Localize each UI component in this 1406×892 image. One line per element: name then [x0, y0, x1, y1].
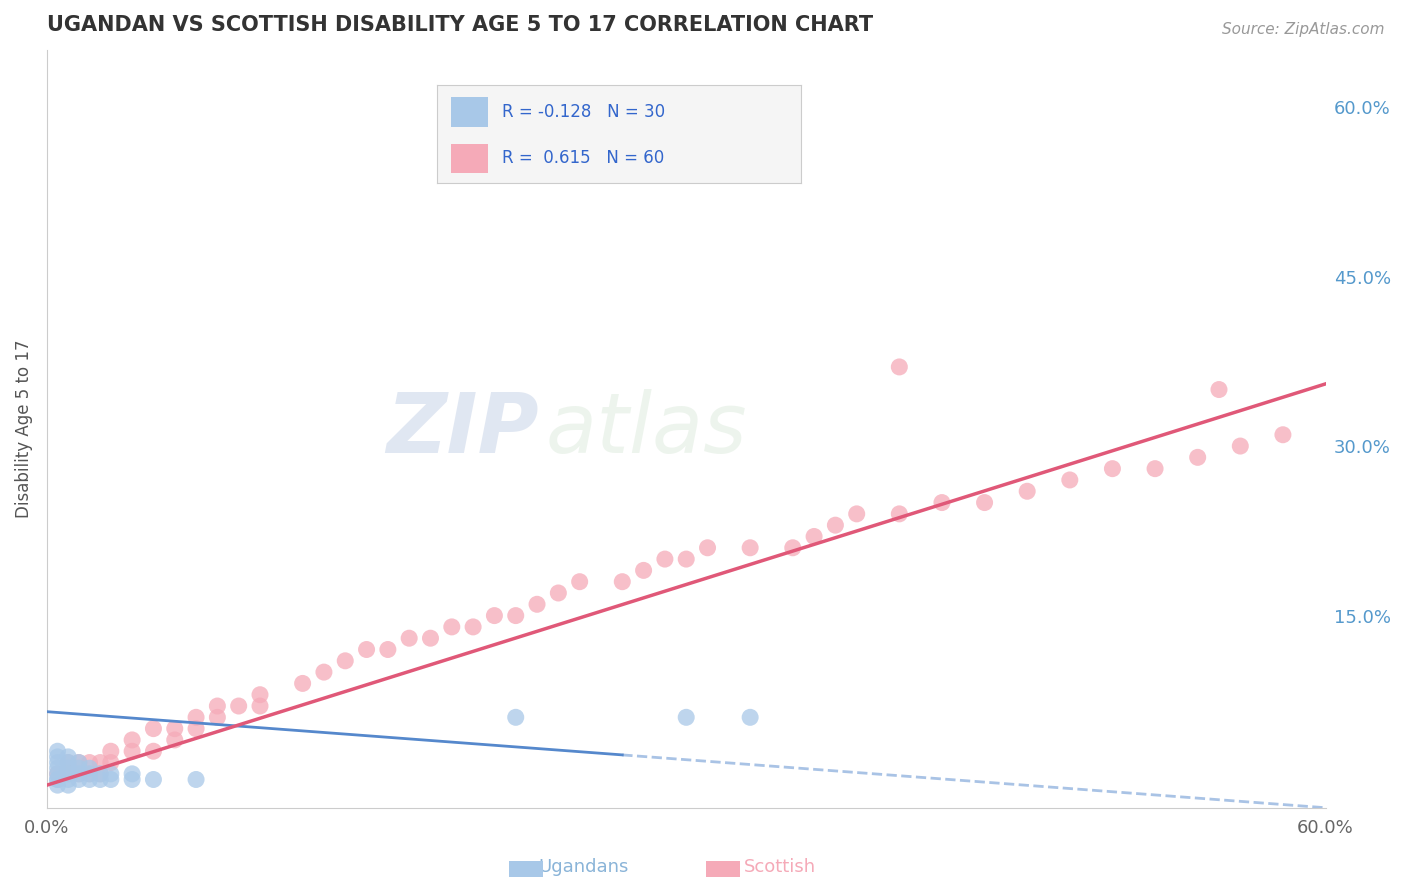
Text: Ugandans: Ugandans	[538, 858, 628, 876]
Point	[67, 767, 90, 781]
Point	[184, 772, 207, 787]
Point	[100, 767, 122, 781]
Point	[782, 541, 804, 555]
Point	[46, 756, 69, 770]
Point	[654, 552, 676, 566]
Point	[67, 761, 90, 775]
Point	[89, 767, 111, 781]
Point	[100, 756, 122, 770]
Point	[675, 710, 697, 724]
Point	[803, 529, 825, 543]
Point	[973, 495, 995, 509]
Point	[100, 744, 122, 758]
Point	[461, 620, 484, 634]
Point	[1208, 383, 1230, 397]
Text: Scottish: Scottish	[744, 858, 817, 876]
Point	[46, 750, 69, 764]
Point	[58, 778, 80, 792]
Point	[67, 756, 90, 770]
Point	[89, 756, 111, 770]
Point	[398, 631, 420, 645]
Point	[121, 744, 143, 758]
Point	[58, 772, 80, 787]
Point	[633, 563, 655, 577]
Point	[568, 574, 591, 589]
Point	[931, 495, 953, 509]
Point	[740, 710, 762, 724]
Point	[89, 767, 111, 781]
Point	[46, 772, 69, 787]
Point	[163, 722, 186, 736]
Point	[356, 642, 378, 657]
Point	[207, 699, 229, 714]
Point	[291, 676, 314, 690]
Point	[58, 767, 80, 781]
Point	[46, 767, 69, 781]
Point	[58, 761, 80, 775]
Point	[505, 608, 527, 623]
Point	[46, 761, 69, 775]
Point	[46, 767, 69, 781]
Point	[79, 761, 101, 775]
Point	[484, 608, 506, 623]
Point	[675, 552, 697, 566]
Text: Source: ZipAtlas.com: Source: ZipAtlas.com	[1222, 22, 1385, 37]
Point	[163, 733, 186, 747]
Point	[142, 722, 165, 736]
Point	[79, 772, 101, 787]
Point	[67, 756, 90, 770]
Point	[526, 597, 548, 611]
Point	[1271, 427, 1294, 442]
Point	[121, 767, 143, 781]
Text: UGANDAN VS SCOTTISH DISABILITY AGE 5 TO 17 CORRELATION CHART: UGANDAN VS SCOTTISH DISABILITY AGE 5 TO …	[46, 15, 873, 35]
Point	[1229, 439, 1251, 453]
Point	[100, 772, 122, 787]
Point	[79, 767, 101, 781]
Point	[58, 756, 80, 770]
Y-axis label: Disability Age 5 to 17: Disability Age 5 to 17	[15, 340, 32, 518]
Point	[228, 699, 250, 714]
Point	[824, 518, 846, 533]
Point	[207, 710, 229, 724]
Point	[696, 541, 718, 555]
Point	[121, 772, 143, 787]
Point	[249, 699, 271, 714]
Text: ZIP: ZIP	[387, 389, 538, 469]
Point	[67, 772, 90, 787]
Point	[889, 359, 911, 374]
Point	[46, 744, 69, 758]
Point	[505, 710, 527, 724]
Point	[79, 756, 101, 770]
Point	[419, 631, 441, 645]
Point	[1017, 484, 1039, 499]
Point	[1101, 461, 1123, 475]
Point	[58, 750, 80, 764]
Point	[740, 541, 762, 555]
Point	[312, 665, 335, 679]
Point	[58, 756, 80, 770]
Point	[1059, 473, 1081, 487]
Point	[142, 772, 165, 787]
Point	[79, 767, 101, 781]
Point	[58, 767, 80, 781]
Point	[547, 586, 569, 600]
Point	[184, 710, 207, 724]
Point	[612, 574, 634, 589]
Point	[249, 688, 271, 702]
Point	[845, 507, 868, 521]
Point	[184, 722, 207, 736]
Point	[335, 654, 357, 668]
Point	[142, 744, 165, 758]
Point	[377, 642, 399, 657]
Point	[67, 767, 90, 781]
Point	[889, 507, 911, 521]
Text: atlas: atlas	[546, 389, 747, 469]
Point	[1144, 461, 1167, 475]
Point	[46, 778, 69, 792]
Point	[1187, 450, 1209, 465]
Point	[440, 620, 463, 634]
Point	[89, 772, 111, 787]
Point	[46, 772, 69, 787]
Point	[121, 733, 143, 747]
